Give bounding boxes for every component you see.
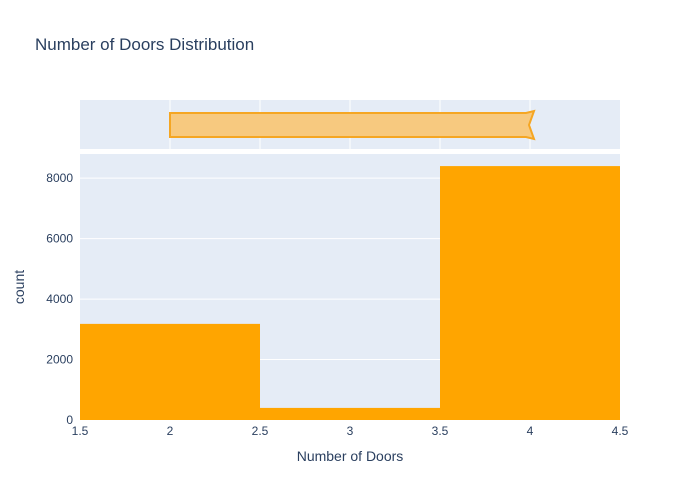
x-axis-ticks: 1.5 2 2.5 3 3.5 4 4.5	[72, 424, 629, 438]
x-tick-label: 4	[527, 424, 534, 438]
y-axis-ticks: 0 2000 4000 6000 8000	[46, 171, 73, 427]
x-tick-label: 2.5	[252, 424, 269, 438]
histogram-bar[interactable]	[440, 166, 620, 420]
chart-title: Number of Doors Distribution	[35, 35, 254, 54]
y-tick-label: 0	[66, 413, 73, 427]
marginal-box-plot	[169, 109, 536, 141]
x-tick-label: 4.5	[612, 424, 629, 438]
x-tick-label: 2	[167, 424, 174, 438]
y-tick-label: 6000	[46, 232, 73, 246]
y-axis-title: count	[11, 270, 27, 304]
y-tick-label: 2000	[46, 353, 73, 367]
x-tick-label: 3	[347, 424, 354, 438]
histogram-bar[interactable]	[260, 407, 440, 420]
histogram-bars	[80, 166, 620, 420]
x-tick-label: 3.5	[432, 424, 449, 438]
x-axis-title: Number of Doors	[297, 448, 404, 464]
y-tick-label: 4000	[46, 292, 73, 306]
histogram-bar[interactable]	[80, 323, 260, 420]
y-tick-label: 8000	[46, 171, 73, 185]
x-tick-label: 1.5	[72, 424, 89, 438]
